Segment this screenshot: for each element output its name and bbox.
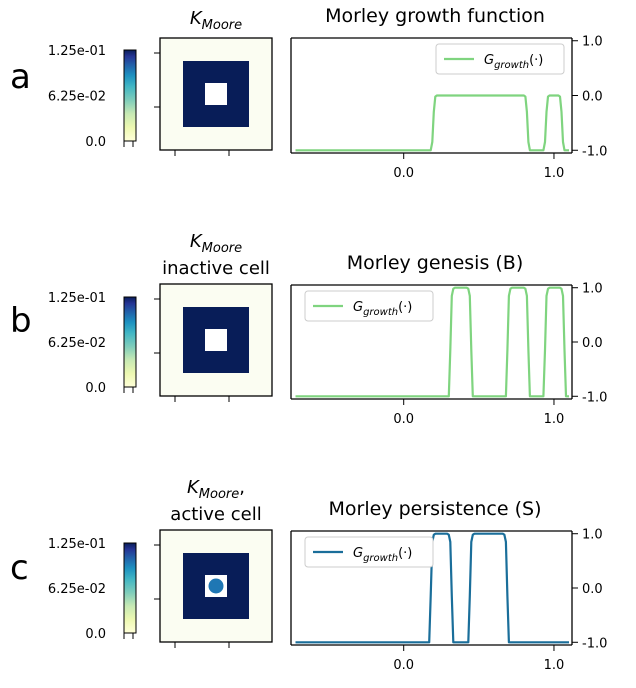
kernel-title: KMoore, (187, 477, 245, 502)
x-tick-label: 0.0 (393, 658, 414, 673)
y-tick-label: 0.0 (582, 90, 603, 105)
chart-title: Morley persistence (S) (329, 498, 542, 520)
legend-box (304, 536, 434, 568)
y-tick-label: 0.0 (582, 336, 603, 351)
x-tick-label: 1.0 (544, 412, 565, 427)
kernel-subtitle: inactive cell (162, 258, 270, 279)
y-tick-label: -1.0 (582, 636, 607, 651)
colorbar-tick-bottom: 0.0 (85, 627, 106, 642)
kernel-subtitle: active cell (170, 504, 261, 525)
colorbar (123, 542, 137, 634)
colorbar-tick-bottom: 0.0 (85, 381, 106, 396)
colorbar-tick-top: 1.25e-01 (48, 291, 106, 306)
legend: Ggrowth(·) (304, 536, 434, 568)
legend-box (304, 290, 434, 322)
colorbar-tick-top: 1.25e-01 (48, 44, 106, 59)
panel-letter: a (10, 57, 31, 97)
kernel-center-cell (205, 83, 227, 105)
colorbar-tick-mid: 6.25e-02 (48, 336, 106, 351)
y-tick-label: 0.0 (582, 582, 603, 597)
kernel-center-cell (205, 329, 227, 351)
y-tick-label: 1.0 (582, 282, 603, 297)
growth-series-line (295, 94, 569, 152)
legend: Ggrowth(·) (304, 290, 434, 322)
legend-label: Ggrowth(·) (353, 300, 412, 318)
panel-c: c 1.25e-01 6.25e-02 0.0 KMoore,active cell Mo… (10, 477, 607, 673)
chart-title: Morley growth function (325, 5, 545, 27)
y-tick-label: 1.0 (582, 528, 603, 543)
chart-title: Morley genesis (B) (347, 252, 524, 274)
x-tick-label: 0.0 (393, 166, 414, 181)
legend: Ggrowth(·) (435, 43, 565, 75)
x-tick-label: 0.0 (393, 412, 414, 427)
y-tick-label: 1.0 (582, 35, 603, 50)
colorbar-tick-bottom: 0.0 (85, 135, 106, 150)
colorbar (123, 49, 137, 142)
x-tick-label: 1.0 (544, 658, 565, 673)
legend-label: Ggrowth(·) (484, 53, 543, 71)
panel-letter: b (10, 301, 32, 341)
colorbar (123, 296, 137, 388)
colorbar-tick-mid: 6.25e-02 (48, 90, 106, 105)
legend-box (435, 43, 565, 75)
kernel-title: KMoore (190, 231, 242, 256)
panel-a: a 1.25e-01 6.25e-02 0.0 KMoore Morley growth … (10, 5, 607, 181)
y-tick-label: -1.0 (582, 144, 607, 159)
panel-letter: c (10, 548, 29, 588)
growth-series-line (295, 286, 569, 398)
legend-label: Ggrowth(·) (353, 546, 412, 564)
colorbar-tick-top: 1.25e-01 (48, 537, 106, 552)
y-tick-label: -1.0 (582, 390, 607, 405)
kernel-title: KMoore (190, 8, 242, 33)
x-tick-label: 1.0 (544, 166, 565, 181)
active-cell-marker (208, 578, 224, 594)
colorbar-tick-mid: 6.25e-02 (48, 582, 106, 597)
